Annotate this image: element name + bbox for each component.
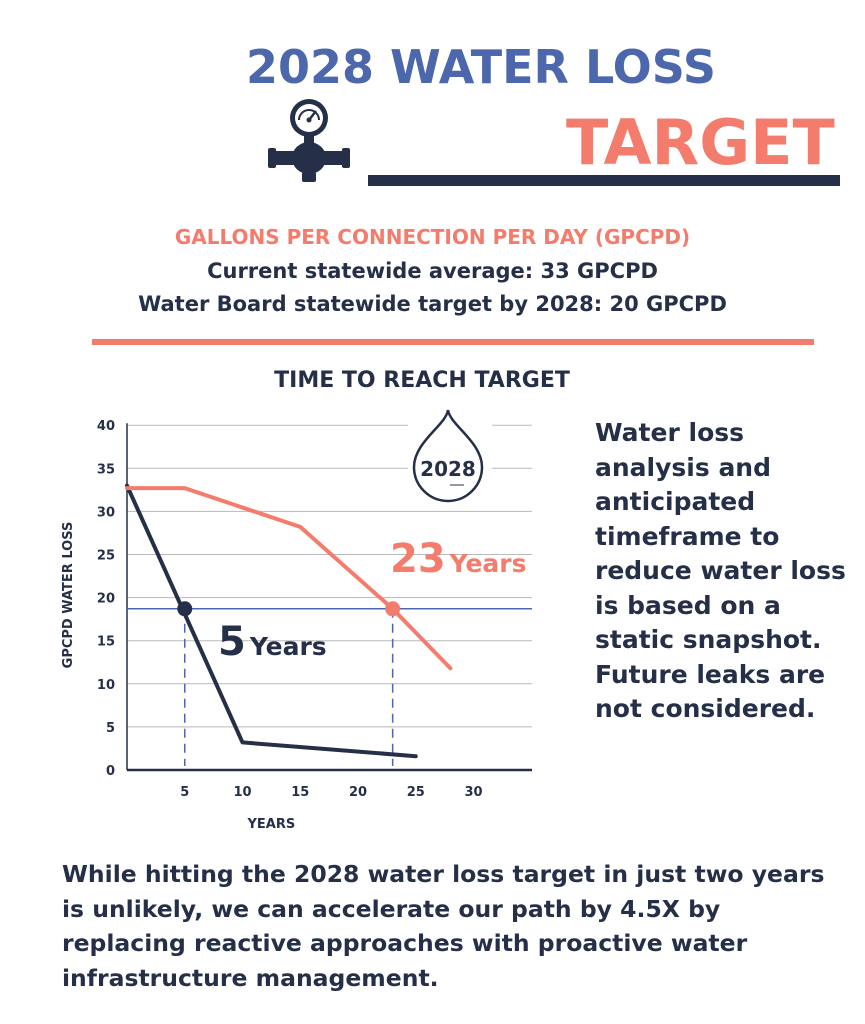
subtitle: GALLONS PER CONNECTION PER DAY (GPCPD) [174,225,691,249]
x-tick-label: 20 [349,785,367,800]
footer-text: While hitting the 2028 water loss target… [62,860,825,992]
title-line-2: TARGET [566,106,835,179]
water-meter-icon [268,99,350,182]
annotation-23-years: 23 Years [390,536,527,582]
y-tick-label: 40 [97,419,115,434]
target-2028: Water Board statewide target by 2028: 20… [138,292,727,316]
x-tick-label: 5 [180,785,189,800]
target-marker [177,601,193,617]
title-underline [368,175,840,186]
drop-badge-label: 2028 [420,457,476,481]
water-drop-icon [412,409,484,503]
y-tick-label: 20 [97,592,115,607]
x-tick-label: 15 [291,785,309,800]
x-tick-label: 25 [407,785,425,800]
x-tick-label: 30 [464,785,482,800]
y-tick-label: 25 [97,549,115,564]
x-tick-label: 10 [233,785,251,800]
y-tick-label: 10 [97,678,115,693]
y-tick-label: 30 [97,505,115,520]
y-tick-label: 35 [97,462,115,477]
series-line-proactive [125,483,418,759]
y-tick-label: 15 [97,635,115,650]
y-tick-label: 0 [106,764,115,779]
current-average: Current statewide average: 33 GPCPD [207,259,658,283]
series-line-reactive [125,486,453,671]
y-tick-label: 5 [106,721,115,736]
target-marker [385,601,401,617]
annotation-5-years: 5 Years [218,619,327,665]
title-line-1: 2028 WATER LOSS [246,40,716,94]
x-axis-label: YEARS [247,817,296,832]
side-note: Water loss analysis and anticipated time… [595,418,846,723]
section-divider [92,339,814,345]
chart-title: TIME TO REACH TARGET [274,368,570,393]
y-axis-label: GPCPD WATER LOSS [61,522,76,669]
